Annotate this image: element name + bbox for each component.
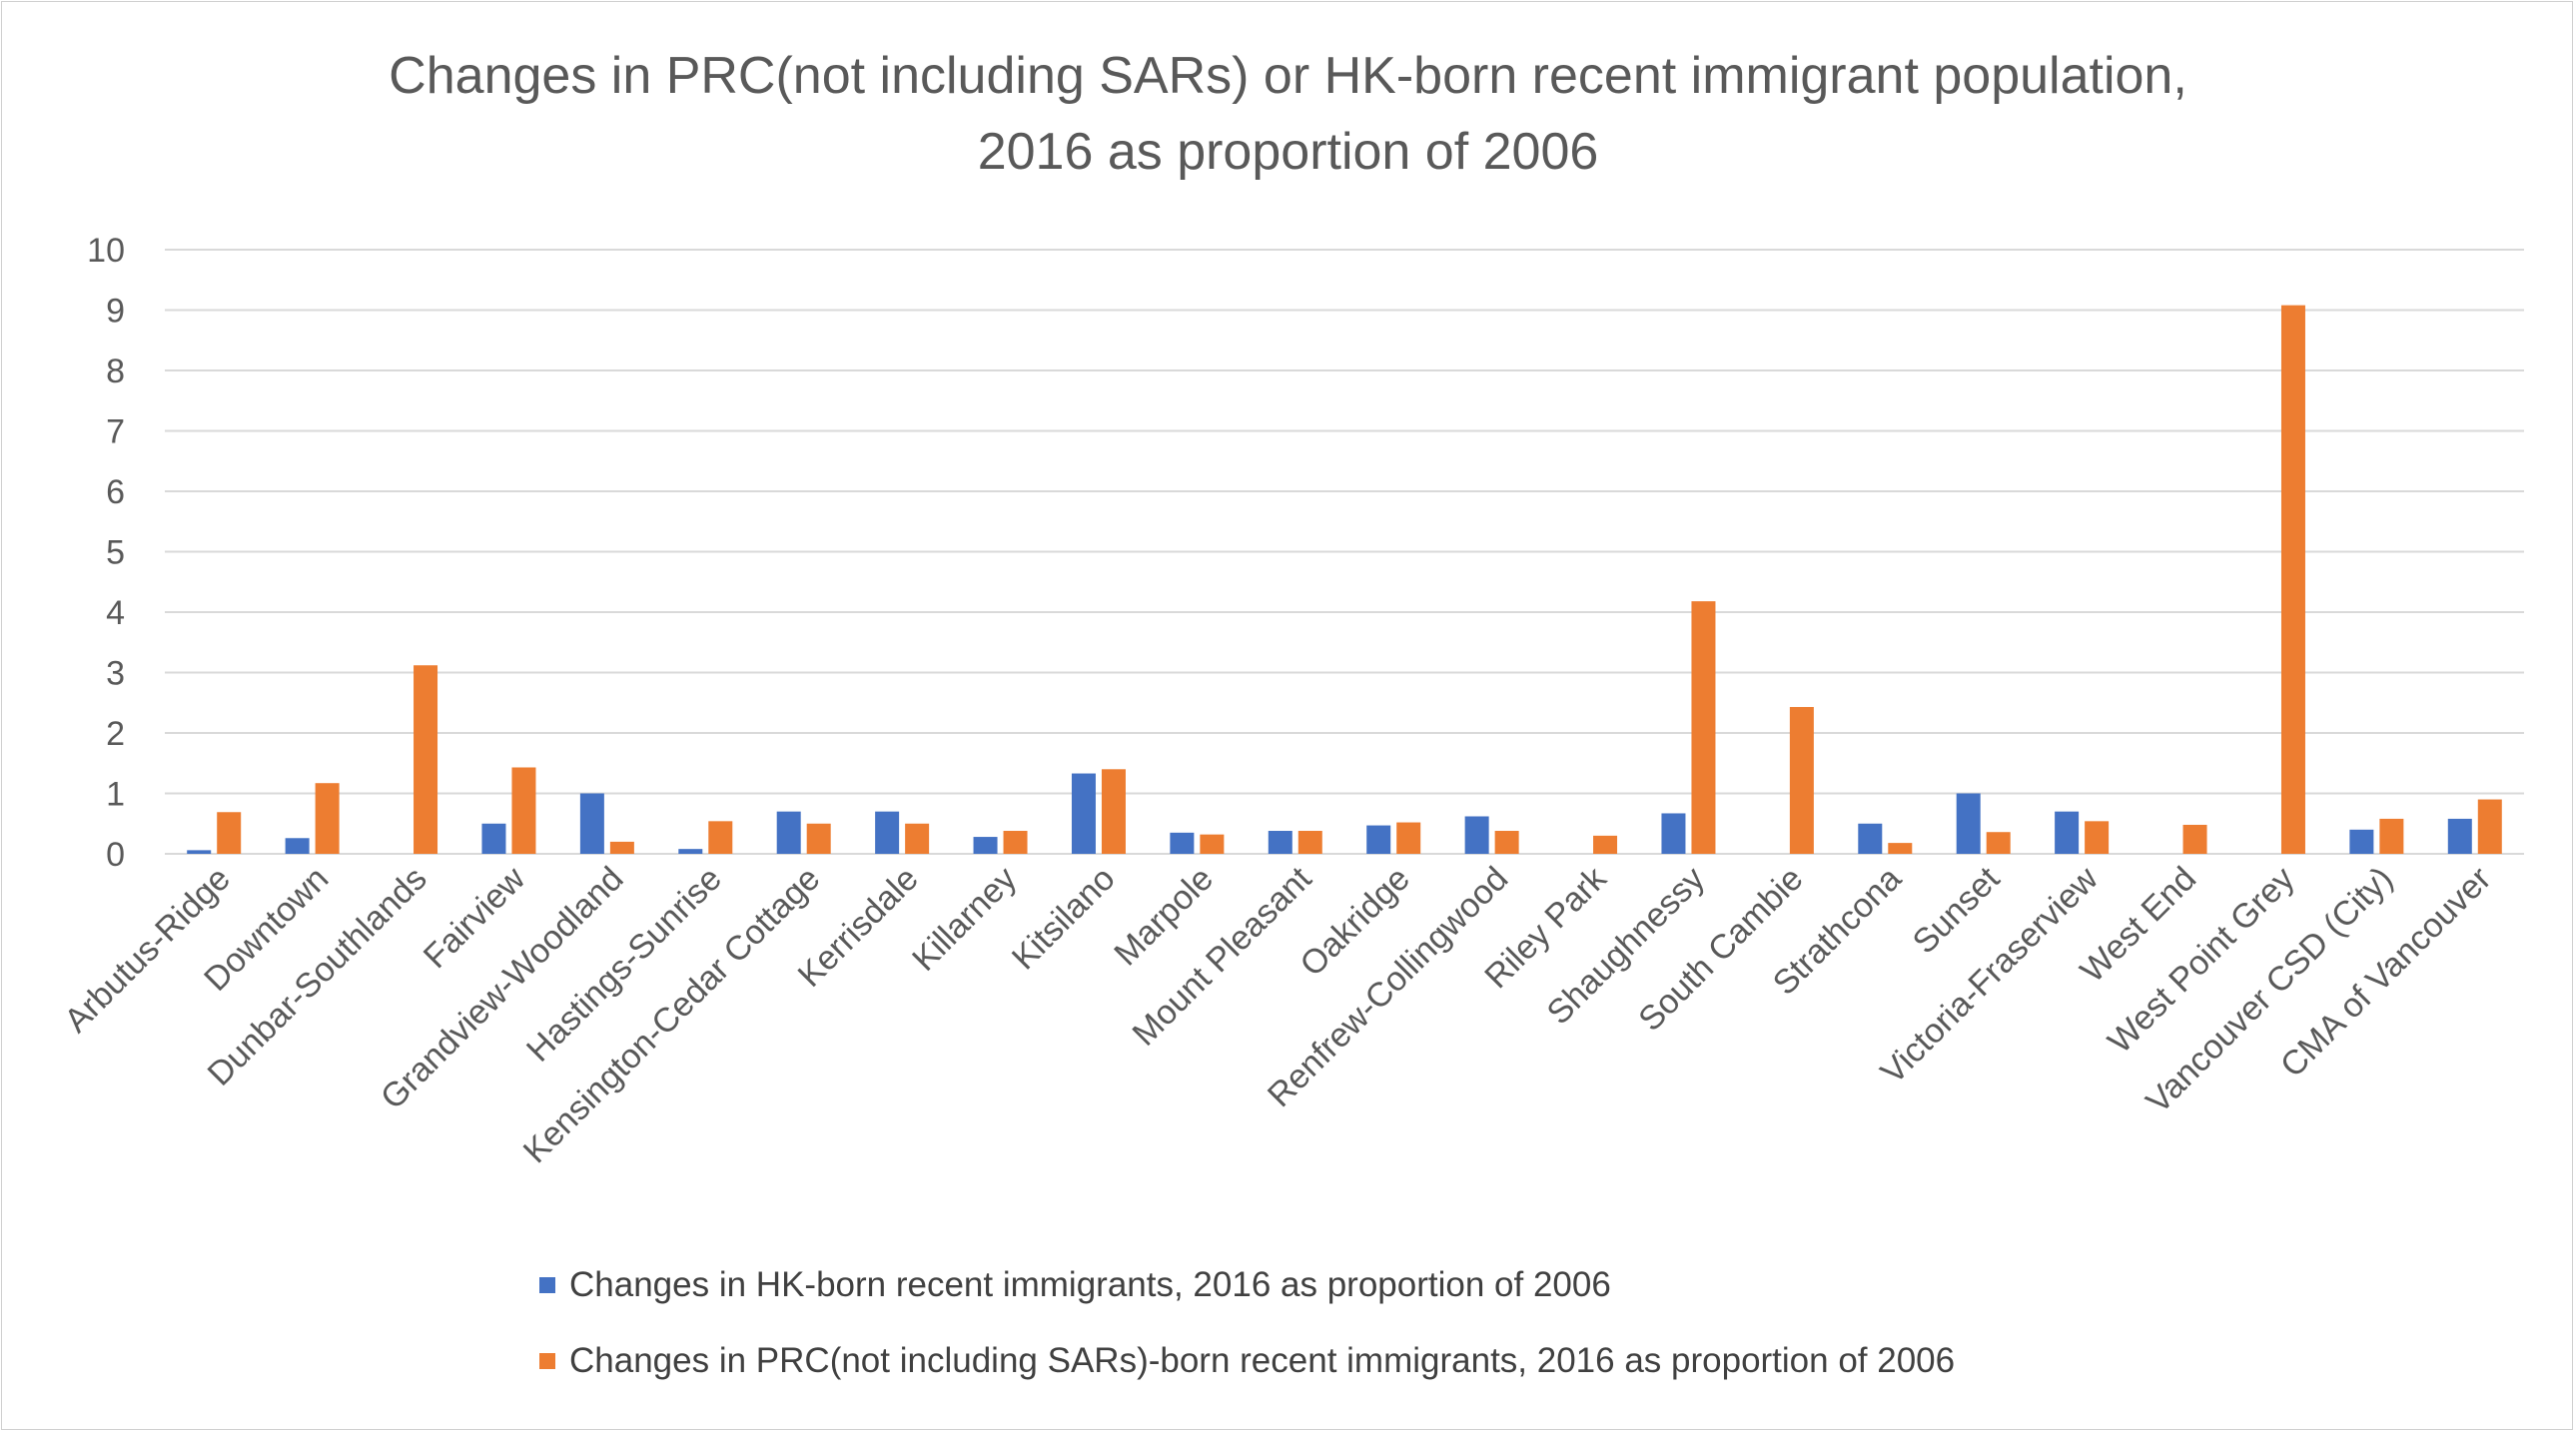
x-axis-tick-labels: Arbutus-RidgeDowntownDunbar-SouthlandsFa… [57,859,2498,1170]
bar [285,838,310,854]
bar [1170,832,1195,854]
bars [187,305,2502,854]
bar [2280,305,2305,854]
bar [1101,769,1126,854]
y-tick-label: 6 [106,473,125,511]
y-tick-label: 0 [106,836,125,874]
y-tick-label: 3 [106,655,125,693]
y-tick-label: 2 [106,715,125,753]
bar [579,793,604,854]
bar [511,767,536,854]
bar [1003,831,1028,854]
bar [2182,824,2207,854]
legend-swatch-prc [539,1353,555,1369]
bar [678,849,703,854]
bar [1494,831,1519,854]
bar [187,850,212,854]
bar [1888,843,1913,854]
x-tick-label: Mount Pleasant [1126,859,1319,1053]
bar [1986,832,2011,854]
bar [905,823,930,854]
bar [2055,811,2080,854]
legend: Changes in HK-born recent immigrants, 20… [539,1263,1955,1415]
bar [315,783,340,854]
y-tick-label: 8 [106,353,125,390]
y-axis-tick-labels: 0 1 2 3 4 5 6 7 8 9 10 [87,232,125,874]
x-tick-label: Killarney [905,860,1024,979]
bar [1297,831,1322,854]
bar [1593,835,1618,854]
y-tick-label: 4 [106,594,125,632]
legend-item-hk: Changes in HK-born recent immigrants, 20… [539,1263,1955,1307]
bar [481,823,506,854]
bar [1661,813,1686,854]
bar [973,837,998,854]
y-tick-label: 1 [106,776,125,814]
x-tick-label: Arbutus-Ridge [57,860,238,1041]
chart-title: Changes in PRC(not including SARs) or HK… [0,38,2576,190]
bar [2085,821,2110,854]
bar [2349,829,2374,854]
legend-item-prc: Changes in PRC(not including SARs)-born … [539,1339,1955,1383]
bar [806,823,831,854]
y-tick-label: 5 [106,534,125,572]
chart-title-line-2: 2016 as proportion of 2006 [977,123,1599,181]
bar [1268,831,1292,854]
y-tick-label: 9 [106,293,125,331]
chart-title-line-1: Changes in PRC(not including SARs) or HK… [389,47,2187,105]
bar [2477,799,2502,854]
bar [1200,834,1225,854]
bar [414,665,438,854]
legend-label-hk: Changes in HK-born recent immigrants, 20… [569,1265,1611,1304]
bar [609,841,634,854]
bar [776,811,801,854]
gridlines [165,249,2524,855]
bar [1858,823,1883,854]
bar [708,821,733,854]
legend-swatch-hk [539,1277,555,1293]
bar [2379,818,2404,854]
bar [875,811,900,854]
bar [1366,825,1391,854]
bar [1691,601,1716,854]
bar [1464,816,1489,854]
bar [1789,706,1814,854]
bar [1071,773,1096,854]
x-tick-label: Kitsilano [1005,860,1123,978]
bar [217,812,242,854]
bar [1396,822,1421,854]
bar [1956,793,1981,854]
bar [2447,818,2472,854]
legend-label-prc: Changes in PRC(not including SARs)-born … [569,1341,1956,1380]
y-tick-label: 10 [87,232,125,270]
y-tick-label: 7 [106,413,125,451]
